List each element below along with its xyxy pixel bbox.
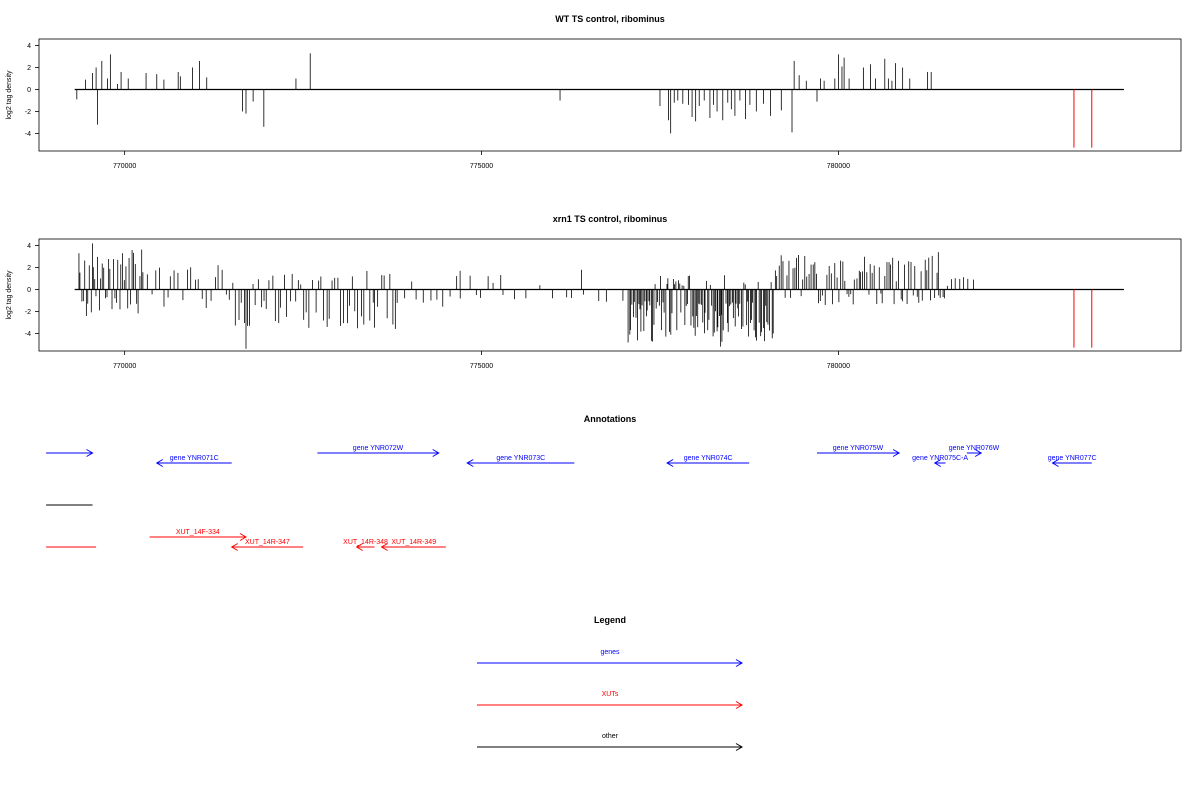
gene-label: gene YNR072W	[353, 445, 404, 452]
legend-items: genes XUTs other	[477, 649, 743, 751]
y-tick-label: -2	[25, 109, 31, 116]
x-tick-label: 780000	[827, 163, 850, 170]
legend-arrow-head	[735, 701, 743, 709]
xut-label: XUT_14R-348	[343, 539, 388, 546]
wt-plot-frame	[38, 38, 1182, 152]
y-tick-label: 4	[27, 43, 31, 50]
xrn1-axes: 770000 775000 780000 4 2 0 -2 -4	[25, 243, 850, 370]
x-tick-label: 780000	[827, 363, 850, 370]
xut-arrow-head	[380, 543, 388, 551]
gene-label: gene YNR071C	[170, 455, 219, 462]
gene-arrow-head	[933, 459, 942, 467]
legend-label: genes	[600, 649, 620, 656]
xrn1-plot-frame	[38, 238, 1182, 352]
wt-axes: 770000 775000 780000 4 2 0 -2 -4	[25, 43, 850, 170]
gene-arrow-head	[974, 449, 983, 457]
y-tick-label: -2	[25, 309, 31, 316]
xrn1-bars	[74, 243, 1124, 349]
y-tick-label: 0	[27, 287, 31, 294]
legend-label: other	[602, 733, 619, 740]
gene-arrow-head	[892, 449, 901, 457]
wt-y-axis-label: log2 tag density	[6, 70, 13, 120]
gene-arrow-head	[86, 449, 94, 457]
gene-arrow-head	[155, 459, 164, 467]
gene-arrow-head	[666, 459, 674, 467]
gene-arrow-head	[1051, 459, 1059, 467]
xrn1-density-panel: xrn1 TS control, ribominus log2 tag dens…	[6, 214, 1182, 370]
y-tick-label: -4	[25, 331, 31, 338]
y-tick-label: 0	[27, 87, 31, 94]
y-tick-label: 4	[27, 243, 31, 250]
xut-label: XUT_14R-347	[245, 539, 290, 546]
y-tick-label: 2	[27, 265, 31, 272]
xut-label: XUT_14F-334	[176, 529, 220, 536]
xrn1-panel-title: xrn1 TS control, ribominus	[553, 214, 668, 224]
wt-bars	[74, 53, 1124, 148]
legend: Legend genes XUTs other	[477, 615, 743, 751]
xut-arrow-head	[355, 543, 363, 551]
annotation-features: gene YNR071C gene YNR072W gene YNR073C gene…	[46, 445, 1097, 551]
legend-title: Legend	[594, 615, 626, 625]
x-tick-label: 770000	[113, 363, 136, 370]
x-tick-label: 770000	[113, 163, 136, 170]
legend-label: XUTs	[602, 691, 619, 698]
gene-arrow-head	[432, 449, 440, 457]
annotations-title: Annotations	[584, 414, 637, 424]
xut-arrow-head	[230, 543, 238, 551]
legend-arrow-head	[735, 743, 743, 751]
gene-label: gene YNR074C	[684, 455, 733, 462]
wt-density-panel: WT TS control, ribominus log2 tag densit…	[6, 14, 1182, 170]
wt-panel-title: WT TS control, ribominus	[555, 14, 665, 24]
x-tick-label: 775000	[470, 163, 493, 170]
gene-label: gene YNR073C	[496, 455, 545, 462]
y-tick-label: 2	[27, 65, 31, 72]
gene-label: gene YNR077C	[1048, 455, 1097, 462]
gene-label: gene YNR076W	[949, 445, 1000, 452]
legend-arrow-head	[735, 659, 743, 667]
gene-label: gene YNR075C-A	[912, 455, 968, 462]
x-tick-label: 775000	[470, 363, 493, 370]
gene-arrow-head	[466, 459, 474, 467]
xrn1-y-axis-label: log2 tag density	[6, 270, 13, 320]
gene-label: gene YNR075W	[833, 445, 884, 452]
y-tick-label: -4	[25, 131, 31, 138]
xut-label: XUT_14R-349	[391, 539, 436, 546]
xut-arrow-head	[239, 533, 247, 541]
